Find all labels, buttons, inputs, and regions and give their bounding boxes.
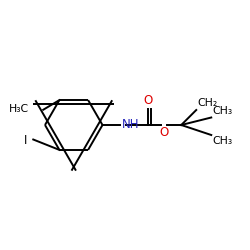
- Text: CH₂: CH₂: [197, 98, 217, 108]
- Text: H₃C: H₃C: [10, 104, 29, 114]
- Text: CH₃: CH₃: [212, 136, 232, 146]
- Text: O: O: [159, 126, 168, 140]
- Text: CH₃: CH₃: [212, 106, 232, 116]
- Text: I: I: [24, 134, 28, 147]
- Text: O: O: [143, 94, 152, 107]
- Text: NH: NH: [122, 118, 139, 132]
